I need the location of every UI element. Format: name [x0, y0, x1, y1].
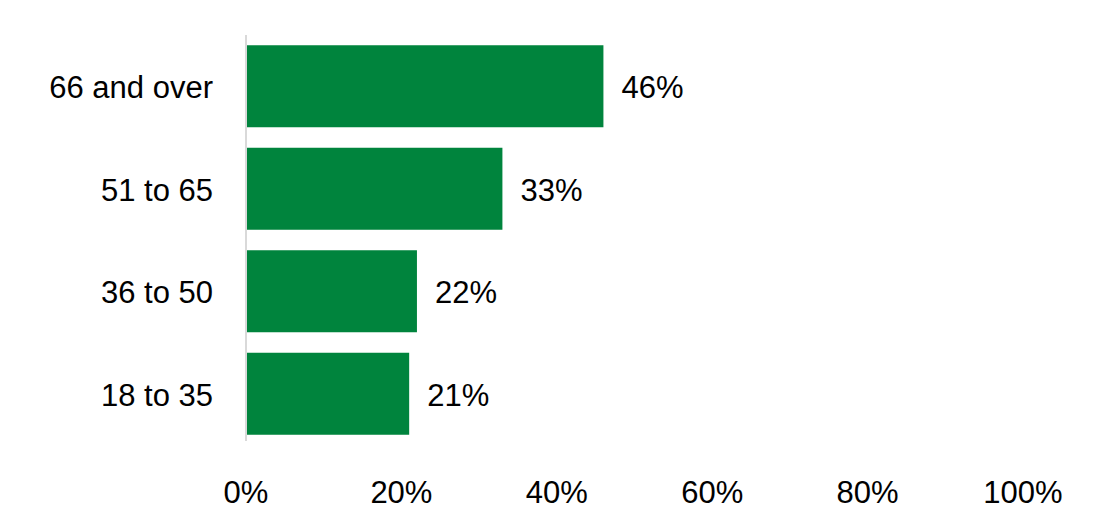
- data-label: 33%: [520, 173, 582, 208]
- category-label: 18 to 35: [101, 378, 213, 413]
- tick-label: 40%: [526, 475, 588, 510]
- chart-svg: 66 and over 51 to 65 36 to 50 18 to 35 46% 33…: [0, 0, 1096, 530]
- bar: [246, 353, 409, 435]
- bar: [246, 148, 502, 230]
- data-label: 46%: [621, 70, 683, 105]
- tick-label: 80%: [837, 475, 899, 510]
- tick-label: 20%: [370, 475, 432, 510]
- bar: [246, 250, 417, 332]
- data-label: 22%: [435, 275, 497, 310]
- tick-label: 60%: [681, 475, 743, 510]
- bars: [246, 45, 603, 435]
- chart-container: 66 and over 51 to 65 36 to 50 18 to 35 46% 33…: [0, 0, 1096, 530]
- bar: [246, 45, 603, 127]
- category-label: 51 to 65: [101, 173, 213, 208]
- category-label: 66 and over: [49, 70, 213, 105]
- tick-label: 100%: [983, 475, 1062, 510]
- data-label: 21%: [427, 378, 489, 413]
- axis-line: [245, 35, 247, 441]
- category-label: 36 to 50: [101, 275, 213, 310]
- tick-label: 0%: [224, 475, 269, 510]
